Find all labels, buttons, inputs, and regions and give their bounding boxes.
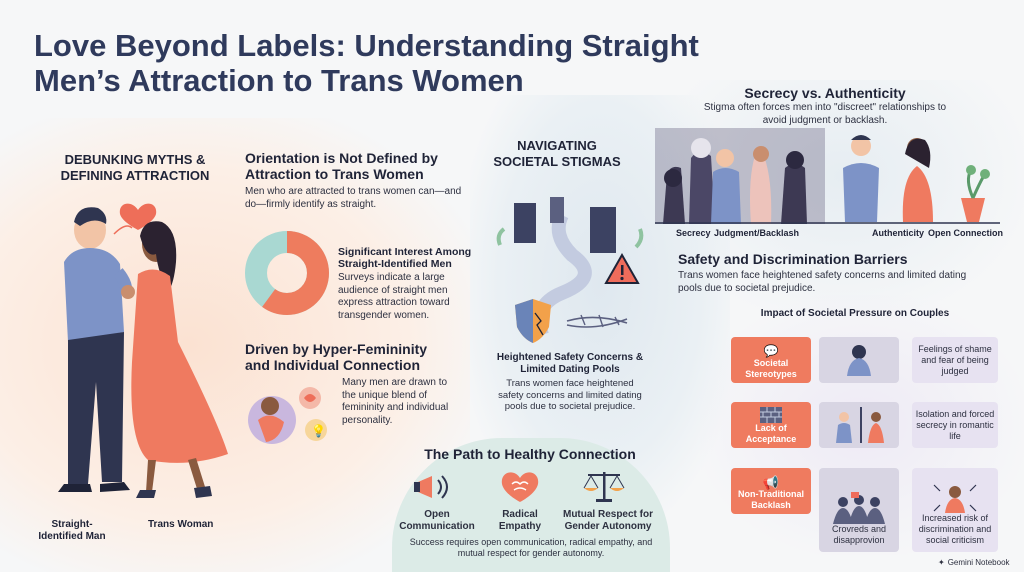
stigma-illustration xyxy=(496,197,644,338)
crowd-illustration xyxy=(833,492,885,524)
orientation-heading: Orientation is Not Defined by Attraction… xyxy=(245,150,438,182)
sad-person-illustration xyxy=(819,337,899,383)
footer-brand: ✦ Gemini Notebook xyxy=(938,558,1010,567)
background-green xyxy=(392,438,670,572)
orientation-text: Men who are attracted to trans women can… xyxy=(245,186,462,210)
barriers-text: Trans women face heightened safety conce… xyxy=(678,270,967,294)
impact-effect-2: Isolation and forced secrecy in romantic… xyxy=(912,402,998,448)
page-title: Love Beyond Labels: Understanding Straig… xyxy=(34,28,699,98)
label-secrecy: Secrecy xyxy=(676,228,711,238)
stigma-heading: NAVIGATING SOCIETAL STIGMAS xyxy=(493,138,621,169)
interest-donut xyxy=(245,231,329,315)
femininity-illustration: 💡 xyxy=(248,387,327,444)
interest-text: Surveys indicate a large audience of str… xyxy=(338,272,450,321)
impact-cause-1: 💬 Societal Stereotypes xyxy=(731,337,811,383)
sparkle-icon: ✦ xyxy=(938,558,945,567)
couple-illustration xyxy=(58,203,228,498)
crowd-disapproval-box: Crovreds and disapprovion xyxy=(819,468,899,552)
impact-cause-2: Lack of Acceptance xyxy=(731,402,811,448)
impact-heading: Impact of Societal Pressure on Couples xyxy=(760,308,950,319)
megaphone-icon: 📢 xyxy=(762,475,780,490)
speech-bubbles-icon: 💬 xyxy=(763,344,779,358)
impact-effect-3: Increased risk of discrimination and soc… xyxy=(912,468,998,552)
path-heading: The Path to Healthy Connection xyxy=(424,446,636,462)
secrecy-text: Stigma often forces men into "discreet" … xyxy=(703,102,947,126)
path-item-2: Radical Empathy xyxy=(498,509,542,532)
label-judgment: Judgment/Backlash xyxy=(714,228,800,238)
brick-wall-icon xyxy=(760,407,782,423)
left-heading: DEBUNKING MYTHS & DEFINING ATTRACTION xyxy=(60,152,210,183)
heart-brain-icon xyxy=(500,468,540,504)
label-open-connection: Open Connection xyxy=(928,228,1003,238)
criticized-person-illustration xyxy=(933,484,977,513)
hyper-heading: Driven by Hyper-Femininity and Individua… xyxy=(245,341,428,373)
crowd-caption: Crovreds and disapprovion xyxy=(831,524,887,545)
safety-heading: Heightened Safety Concerns & Limited Dat… xyxy=(496,352,644,375)
caption-woman: Trans Woman xyxy=(148,519,214,530)
safety-text: Trans women face heightened safety conce… xyxy=(498,378,642,412)
impact-effect-1: Feelings of shame and fear of being judg… xyxy=(912,337,998,383)
interest-heading: Significant Interest Among Straight-Iden… xyxy=(338,246,472,270)
barriers-heading: Safety and Discrimination Barriers xyxy=(678,251,908,267)
hyper-text: Many men are drawn to the unique blend o… xyxy=(342,377,449,426)
secrecy-authenticity-illustration xyxy=(655,128,1000,224)
path-item-1: Open Communication xyxy=(399,509,475,532)
svg-text:💡: 💡 xyxy=(311,424,326,438)
caption-man: Straight-Identified Man xyxy=(38,519,106,542)
impact-cause-3: 📢 Non-Traditional Backlash xyxy=(731,468,811,514)
scales-icon xyxy=(582,468,626,504)
label-authenticity: Authenticity xyxy=(872,228,925,238)
path-item-3: Mutual Respect for Gender Autonomy xyxy=(562,509,653,532)
path-text: Success requires open communication, rad… xyxy=(409,537,653,558)
isolated-couple-illustration xyxy=(819,402,899,448)
secrecy-heading: Secrecy vs. Authenticity xyxy=(744,85,906,101)
shield-barbed-wire-icon xyxy=(515,299,628,343)
megaphone-icon xyxy=(414,470,454,504)
